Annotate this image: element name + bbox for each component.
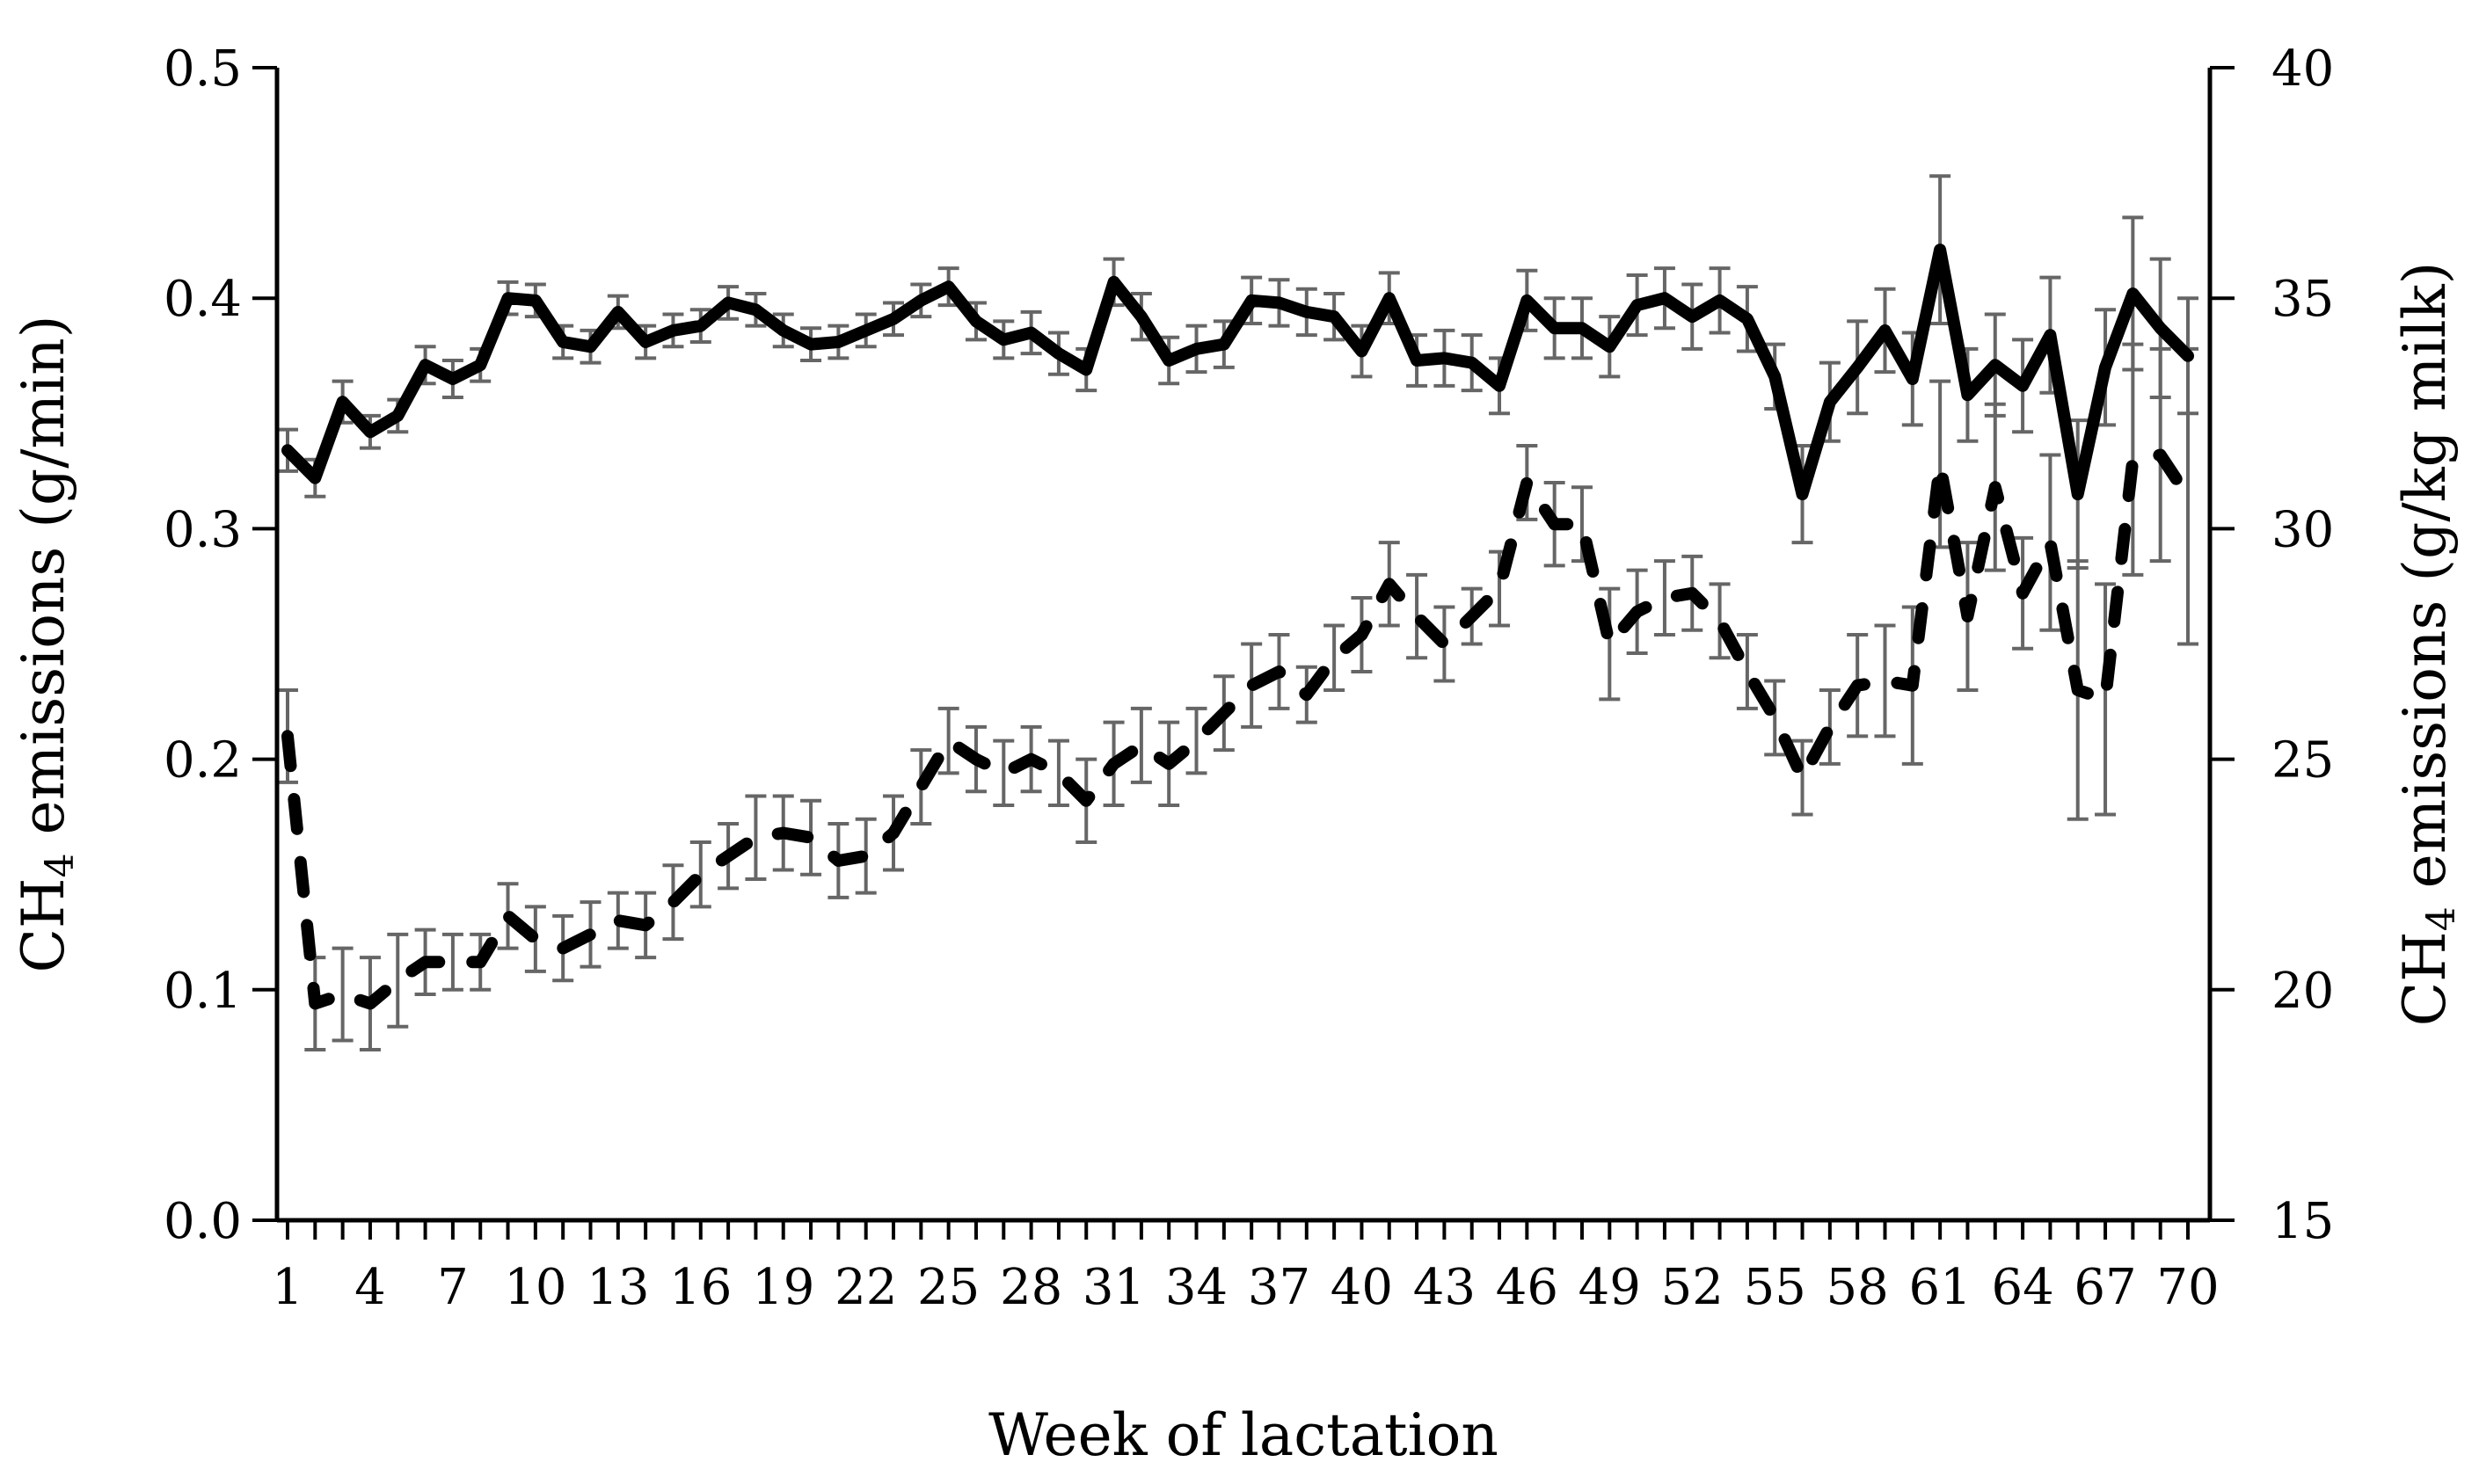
right-y-tick-label: 25	[2271, 732, 2334, 789]
x-tick-label: 7	[437, 1259, 469, 1316]
right-y-tick-label: 40	[2271, 40, 2334, 98]
right-y-tick-label: 35	[2271, 271, 2334, 328]
x-tick-label: 19	[752, 1259, 814, 1316]
x-tick-label: 46	[1496, 1259, 1558, 1316]
error-bar-right	[1736, 633, 1758, 710]
error-bar-right	[1130, 706, 1152, 784]
x-tick-label: 40	[1331, 1259, 1393, 1316]
x-tick-label: 67	[2074, 1259, 2136, 1316]
error-bars-right-series	[277, 342, 2198, 1051]
left-y-title-main: CH	[10, 877, 77, 972]
error-bar-right	[1791, 738, 1813, 817]
error-bar-right	[1047, 738, 1069, 808]
right-y-ticks: 15 20 25 30 35 40	[2210, 40, 2334, 1250]
x-tick-label: 49	[1579, 1259, 1641, 1316]
left-y-title-subscript: 4	[38, 853, 83, 877]
line-series-g-per-kg-milk	[281, 448, 2194, 1010]
error-bar-right	[1874, 623, 1896, 738]
left-y-tick-label: 0.2	[164, 732, 242, 789]
x-tick-label: 55	[1744, 1259, 1806, 1316]
x-tick-label: 4	[354, 1259, 386, 1316]
error-bar-right	[937, 706, 959, 775]
x-tick-label: 61	[1908, 1259, 1971, 1316]
left-y-tick-label: 0.5	[164, 40, 242, 98]
error-bar-right	[689, 840, 711, 909]
left-y-tick-label: 0.0	[164, 1193, 242, 1250]
left-y-tick-label: 0.4	[164, 271, 242, 328]
x-tick-label: 13	[587, 1259, 649, 1316]
right-y-title-subscript: 4	[2419, 906, 2464, 931]
x-tick-label: 16	[669, 1259, 732, 1316]
right-y-tick-label: 20	[2271, 963, 2334, 1020]
x-tick-label: 10	[504, 1259, 566, 1316]
x-tick-label: 25	[917, 1259, 980, 1316]
x-tick-label: 70	[2156, 1259, 2219, 1316]
x-tick-label: 37	[1248, 1259, 1310, 1316]
error-bar-right	[332, 946, 354, 1043]
error-bar-right	[441, 932, 463, 992]
left-y-ticks: 0.0 0.1 0.2 0.3 0.4 0.5	[164, 40, 277, 1250]
error-bar-right	[2122, 342, 2144, 577]
x-tick-label: 34	[1165, 1259, 1228, 1316]
right-y-title-rest: emissions (g/kg milk)	[2391, 262, 2459, 907]
error-bar-right	[387, 932, 409, 1029]
right-y-tick-label: 30	[2271, 501, 2334, 558]
x-tick-label: 43	[1413, 1259, 1476, 1316]
left-y-axis-title: CH4 emissions (g/min)	[10, 316, 83, 973]
left-y-tick-label: 0.1	[164, 963, 242, 1020]
left-y-tick-label: 0.3	[164, 501, 242, 558]
error-bar-right	[2095, 582, 2117, 817]
x-tick-label: 64	[1991, 1259, 2053, 1316]
x-tick-label: 31	[1083, 1259, 1145, 1316]
error-bar-right	[1653, 559, 1675, 637]
error-bar-right	[1929, 379, 1951, 549]
left-y-title-rest: emissions (g/min)	[10, 316, 77, 854]
x-tick-label: 52	[1661, 1259, 1724, 1316]
x-tick-label: 28	[1000, 1259, 1062, 1316]
error-bar-right	[745, 794, 767, 881]
x-tick-label: 22	[835, 1259, 897, 1316]
x-axis-title: Week of lactation	[988, 1401, 1498, 1469]
line-series-g-per-min	[281, 244, 2194, 501]
error-bar-right	[1323, 623, 1345, 692]
error-bar-right	[1819, 687, 1841, 766]
error-bar-right	[1709, 582, 1731, 660]
right-y-axis-title: CH4 emissions (g/kg milk)	[2391, 262, 2464, 1027]
right-y-title-main: CH	[2391, 931, 2459, 1026]
error-bar-right	[993, 738, 1015, 808]
x-tick-label: 1	[272, 1259, 303, 1316]
right-y-tick-label: 15	[2271, 1193, 2334, 1250]
x-ticks: 1 4 7 10 13 16 19 22 25 28 31 34 37 40 43 46 49 52 55 58 61 6…	[272, 1220, 2220, 1316]
error-bar-right	[1599, 586, 1621, 702]
error-bar-right	[2177, 346, 2198, 646]
error-bar-right	[1764, 679, 1786, 757]
x-tick-label: 58	[1826, 1259, 1889, 1316]
error-bar-right	[1185, 706, 1207, 775]
